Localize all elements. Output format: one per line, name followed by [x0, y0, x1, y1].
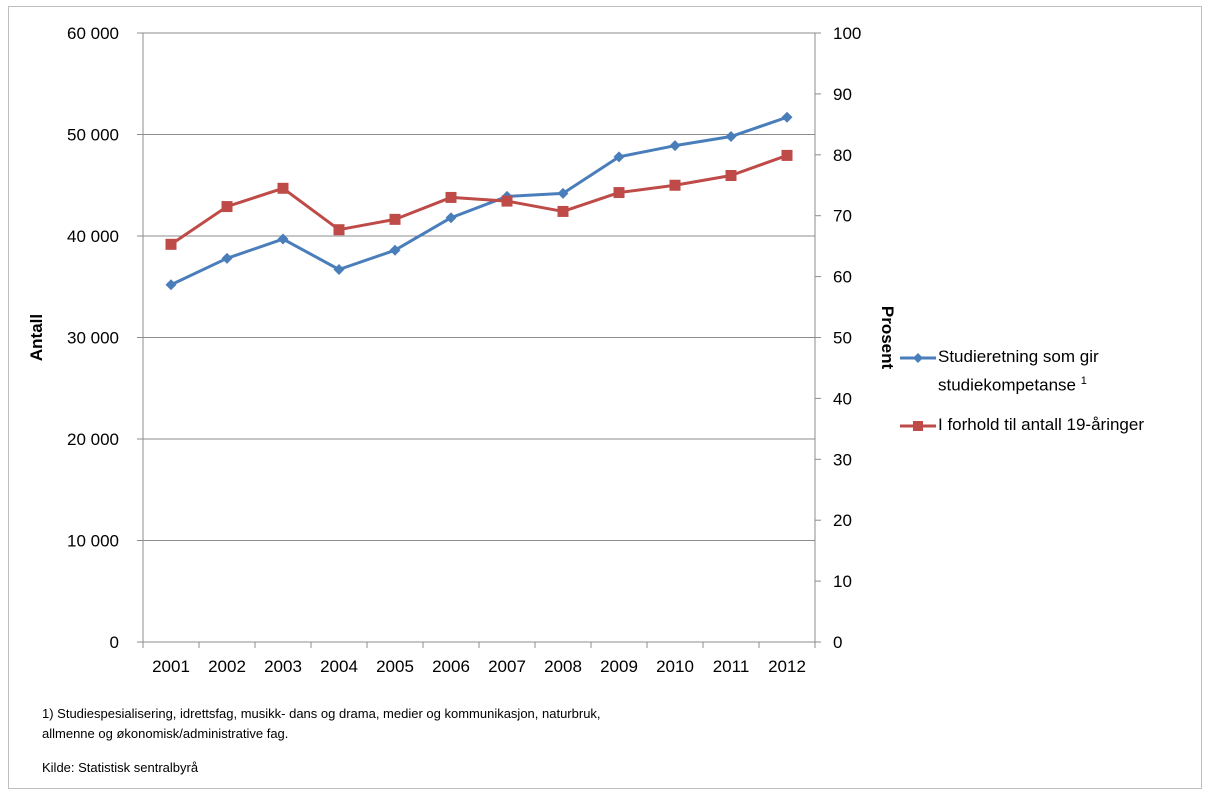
- x-tick-label: 2011: [713, 657, 750, 676]
- chart-frame: [8, 6, 1202, 789]
- right-tick-label: 0: [833, 633, 842, 652]
- legend-entry-series-1: Studieretning som gir studiekompetanse 1: [898, 346, 1198, 398]
- legend-entry-series-2: I forhold til antall 19-åringer: [898, 414, 1203, 438]
- data-point-diamond: [613, 151, 625, 163]
- right-tick-label: 50: [833, 329, 852, 348]
- x-tick-label: 2001: [152, 657, 190, 676]
- data-point-square: [165, 238, 177, 250]
- legend-diamond-marker-icon: [900, 353, 936, 363]
- left-tick-label: 10 000: [67, 532, 119, 551]
- data-point-square: [725, 170, 737, 182]
- x-tick-label: 2002: [208, 657, 246, 676]
- data-point-square: [445, 191, 457, 203]
- data-point-diamond: [781, 111, 793, 123]
- data-point-diamond: [333, 263, 345, 275]
- left-tick-label: 60 000: [67, 24, 119, 43]
- left-tick-label: 20 000: [67, 430, 119, 449]
- right-tick-label: 10: [833, 572, 852, 591]
- right-tick-label: 40: [833, 389, 852, 408]
- data-point-diamond: [165, 279, 177, 291]
- y2-axis-title: Prosent: [878, 306, 897, 370]
- legend-label-series-1-line2: studiekompetanse 1: [938, 370, 1087, 397]
- data-point-diamond: [725, 131, 737, 143]
- right-tick-label: 30: [833, 450, 852, 469]
- x-tick-label: 2005: [376, 657, 414, 676]
- right-tick-label: 60: [833, 268, 852, 287]
- x-tick-label: 2010: [656, 657, 694, 676]
- data-point-square: [277, 182, 289, 194]
- legend-label-series-2: I forhold til antall 19-åringer: [938, 415, 1145, 434]
- x-tick-label: 2008: [544, 657, 582, 676]
- data-point-diamond: [445, 212, 457, 224]
- series-line-2: [170, 153, 788, 246]
- data-point-square: [501, 195, 513, 207]
- y-axis-title: Antall: [27, 314, 46, 361]
- data-point-diamond: [557, 187, 569, 199]
- data-point-square: [669, 179, 681, 191]
- legend-label-series-1-text: studiekompetanse: [938, 375, 1076, 395]
- legend-square-marker-icon: [900, 421, 936, 431]
- footnote-line-2: allmenne og økonomisk/administrative fag…: [42, 726, 289, 741]
- data-point-square: [389, 213, 401, 225]
- legend-label-series-1-line1: Studieretning som gir: [938, 347, 1099, 366]
- source-note: Kilde: Statistisk sentralbyrå: [42, 760, 199, 775]
- right-tick-label: 90: [833, 85, 852, 104]
- data-point-square: [333, 224, 345, 236]
- series-line-1: [170, 115, 788, 287]
- data-point-diamond: [277, 233, 289, 245]
- data-point-square: [781, 149, 793, 161]
- data-point-diamond: [221, 252, 233, 264]
- footnote-marker: 1: [1080, 375, 1087, 387]
- x-tick-label: 2012: [768, 657, 806, 676]
- right-tick-label: 20: [833, 511, 852, 530]
- right-tick-label: 100: [833, 24, 861, 43]
- left-tick-label: 50 000: [67, 126, 119, 145]
- left-tick-label: 40 000: [67, 227, 119, 246]
- right-tick-label: 80: [833, 146, 852, 165]
- x-tick-label: 2003: [264, 657, 302, 676]
- x-tick-label: 2007: [488, 657, 526, 676]
- x-tick-label: 2006: [432, 657, 470, 676]
- data-point-square: [557, 205, 569, 217]
- x-tick-label: 2004: [320, 657, 358, 676]
- x-tick-label: 2009: [600, 657, 638, 676]
- left-tick-label: 0: [110, 633, 119, 652]
- data-point-square: [221, 201, 233, 213]
- data-point-diamond: [389, 244, 401, 256]
- left-tick-label: 30 000: [67, 329, 119, 348]
- data-point-diamond: [669, 140, 681, 152]
- data-point-square: [613, 187, 625, 199]
- footnote-line-1: 1) Studiespesialisering, idrettsfag, mus…: [42, 706, 601, 721]
- right-tick-label: 70: [833, 207, 852, 226]
